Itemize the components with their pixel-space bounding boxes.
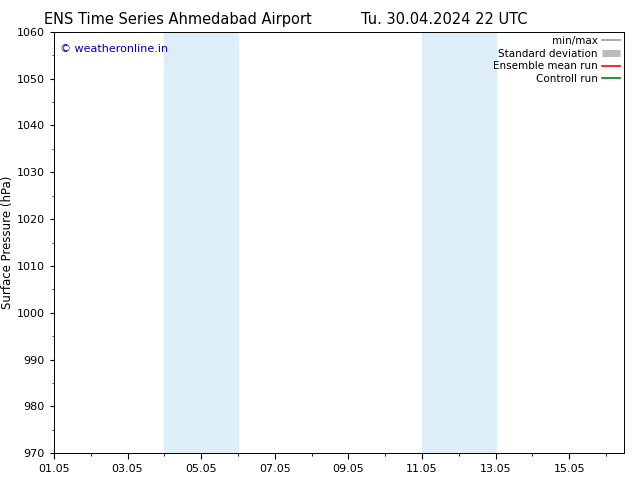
Bar <box>164 32 238 453</box>
Y-axis label: Surface Pressure (hPa): Surface Pressure (hPa) <box>1 176 14 309</box>
Bar <box>422 32 496 453</box>
Legend: min/max, Standard deviation, Ensemble mean run, Controll run: min/max, Standard deviation, Ensemble me… <box>491 35 621 85</box>
Text: ENS Time Series Ahmedabad Airport: ENS Time Series Ahmedabad Airport <box>44 12 311 27</box>
Text: Tu. 30.04.2024 22 UTC: Tu. 30.04.2024 22 UTC <box>361 12 527 27</box>
Text: © weatheronline.in: © weatheronline.in <box>60 45 168 54</box>
